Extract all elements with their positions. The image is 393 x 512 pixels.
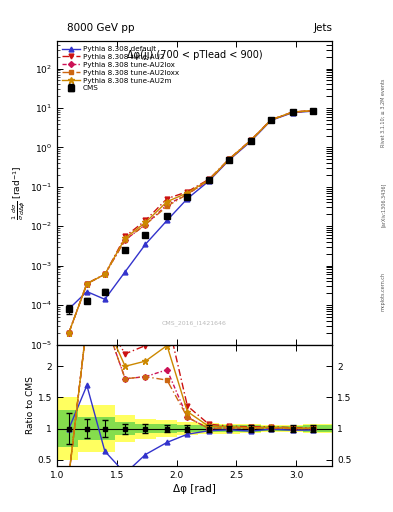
Pythia 8.308 tune-AU2m [310,108,315,114]
Line: Pythia 8.308 tune-AU2lox: Pythia 8.308 tune-AU2lox [67,109,315,335]
Text: 8000 GeV pp: 8000 GeV pp [67,23,134,33]
Pythia 8.308 tune-AU2 [310,108,315,114]
Pythia 8.308 default [269,117,274,123]
Pythia 8.308 tune-AU2m [185,190,190,196]
Pythia 8.308 tune-AU2 [123,233,127,240]
Line: Pythia 8.308 tune-AU2: Pythia 8.308 tune-AU2 [66,108,315,335]
X-axis label: Δφ [rad]: Δφ [rad] [173,484,216,494]
Pythia 8.308 tune-AU2m [269,117,274,123]
Pythia 8.308 default [143,241,148,247]
Line: Pythia 8.308 default: Pythia 8.308 default [66,109,315,311]
Pythia 8.308 tune-AU2lox [310,108,315,114]
Pythia 8.308 default [165,218,169,224]
Pythia 8.308 tune-AU2lox [227,156,231,162]
Pythia 8.308 tune-AU2 [248,137,253,143]
Pythia 8.308 tune-AU2lox [84,281,89,287]
Pythia 8.308 tune-AU2loxx [143,222,148,228]
Pythia 8.308 tune-AU2m [165,199,169,205]
Pythia 8.308 tune-AU2m [84,281,89,287]
Pythia 8.308 tune-AU2 [66,330,71,336]
Pythia 8.308 tune-AU2lox [207,177,211,183]
Pythia 8.308 tune-AU2loxx [290,109,295,115]
Pythia 8.308 tune-AU2lox [103,271,107,278]
Y-axis label: $\frac{1}{\sigma}\frac{d\sigma}{d\Delta\phi}$ [rad$^{-1}$]: $\frac{1}{\sigma}\frac{d\sigma}{d\Delta\… [11,165,28,220]
Pythia 8.308 tune-AU2loxx [84,281,89,287]
Pythia 8.308 default [123,269,127,275]
Pythia 8.308 default [66,306,71,312]
Pythia 8.308 tune-AU2 [207,176,211,182]
Pythia 8.308 tune-AU2lox [269,117,274,123]
Pythia 8.308 tune-AU2lox [143,222,148,228]
Pythia 8.308 tune-AU2loxx [227,156,231,162]
Line: Pythia 8.308 tune-AU2loxx: Pythia 8.308 tune-AU2loxx [67,109,315,335]
Pythia 8.308 default [84,288,89,294]
Text: [arXiv:1306.3436]: [arXiv:1306.3436] [381,183,386,227]
Pythia 8.308 tune-AU2 [185,188,190,195]
Pythia 8.308 tune-AU2lox [123,237,127,243]
Pythia 8.308 tune-AU2m [207,177,211,183]
Pythia 8.308 tune-AU2loxx [185,191,190,197]
Pythia 8.308 tune-AU2 [165,196,169,202]
Pythia 8.308 tune-AU2m [143,219,148,225]
Pythia 8.308 default [185,196,190,202]
Text: CMS_2016_I1421646: CMS_2016_I1421646 [162,321,227,326]
Pythia 8.308 tune-AU2 [290,109,295,115]
Pythia 8.308 tune-AU2lox [165,202,169,208]
Pythia 8.308 tune-AU2loxx [103,271,107,278]
Pythia 8.308 tune-AU2 [227,156,231,162]
Y-axis label: Ratio to CMS: Ratio to CMS [26,376,35,434]
Pythia 8.308 default [248,138,253,144]
Pythia 8.308 tune-AU2loxx [66,330,71,336]
Pythia 8.308 tune-AU2 [143,218,148,224]
Text: mcplots.cern.ch: mcplots.cern.ch [381,272,386,311]
Pythia 8.308 tune-AU2m [123,235,127,241]
Pythia 8.308 tune-AU2m [290,109,295,115]
Line: Pythia 8.308 tune-AU2m: Pythia 8.308 tune-AU2m [66,107,316,336]
Text: Δφ(jj) (700 < pTlead < 900): Δφ(jj) (700 < pTlead < 900) [127,50,263,60]
Pythia 8.308 tune-AU2loxx [207,177,211,183]
Text: Jets: Jets [313,23,332,33]
Pythia 8.308 default [103,296,107,303]
Pythia 8.308 tune-AU2 [103,271,107,278]
Pythia 8.308 tune-AU2lox [185,191,190,197]
Legend: Pythia 8.308 default, Pythia 8.308 tune-AU2, Pythia 8.308 tune-AU2lox, Pythia 8.: Pythia 8.308 default, Pythia 8.308 tune-… [61,45,180,93]
Pythia 8.308 tune-AU2lox [248,137,253,143]
Pythia 8.308 tune-AU2m [248,137,253,143]
Pythia 8.308 tune-AU2 [269,117,274,123]
Pythia 8.308 tune-AU2m [66,330,71,336]
Pythia 8.308 default [310,108,315,114]
Pythia 8.308 tune-AU2loxx [123,237,127,243]
Text: Rivet 3.1.10; ≥ 3.2M events: Rivet 3.1.10; ≥ 3.2M events [381,78,386,147]
Pythia 8.308 tune-AU2loxx [248,137,253,143]
Pythia 8.308 default [290,110,295,116]
Pythia 8.308 tune-AU2lox [290,109,295,115]
Pythia 8.308 tune-AU2loxx [269,117,274,123]
Pythia 8.308 tune-AU2 [84,281,89,287]
Pythia 8.308 tune-AU2loxx [310,108,315,114]
Pythia 8.308 tune-AU2lox [66,330,71,336]
Pythia 8.308 tune-AU2loxx [165,203,169,209]
Pythia 8.308 tune-AU2m [103,271,107,278]
Pythia 8.308 default [207,178,211,184]
Pythia 8.308 default [227,157,231,163]
Pythia 8.308 tune-AU2m [227,156,231,162]
